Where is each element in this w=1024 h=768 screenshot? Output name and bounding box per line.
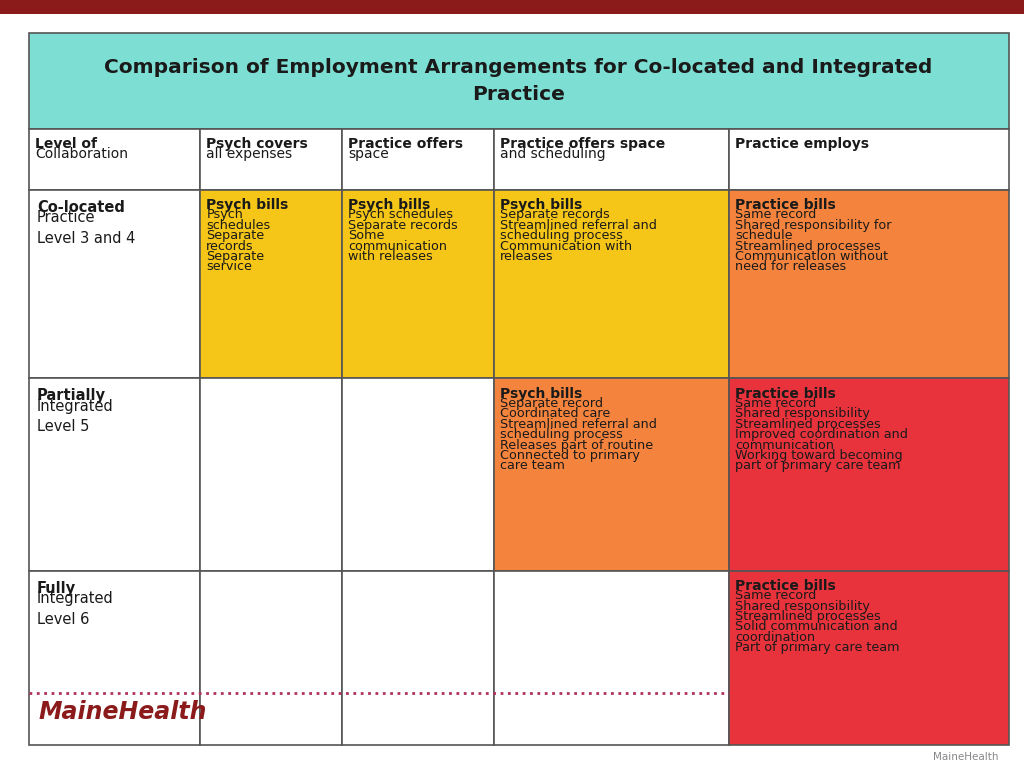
Text: Communication with: Communication with — [501, 240, 633, 253]
Text: Separate record: Separate record — [501, 397, 603, 410]
Text: Psych bills: Psych bills — [348, 198, 431, 212]
Text: service: service — [206, 260, 252, 273]
Text: Solid communication and: Solid communication and — [735, 621, 898, 634]
Text: Psych schedules: Psych schedules — [348, 208, 454, 221]
Text: Practice offers space: Practice offers space — [501, 137, 666, 151]
Text: scheduling process: scheduling process — [501, 229, 624, 242]
Text: need for releases: need for releases — [735, 260, 847, 273]
Text: Fully: Fully — [37, 581, 76, 595]
Text: Practice bills: Practice bills — [735, 198, 837, 212]
Text: Separate records: Separate records — [348, 219, 458, 232]
Text: Psych covers: Psych covers — [206, 137, 308, 151]
Text: Same record: Same record — [735, 397, 817, 410]
Bar — [29, 33, 1009, 129]
Text: Practice bills: Practice bills — [735, 387, 837, 401]
Bar — [495, 379, 729, 571]
Text: Psych bills: Psych bills — [501, 198, 583, 212]
Bar — [729, 379, 1009, 571]
Text: Same record: Same record — [735, 589, 817, 602]
Text: Psych: Psych — [206, 208, 243, 221]
Text: all expenses: all expenses — [206, 147, 293, 161]
Text: care team: care team — [501, 459, 565, 472]
Bar — [342, 571, 495, 745]
Text: releases: releases — [501, 250, 554, 263]
Bar — [729, 129, 1009, 190]
Text: Streamlined referral and: Streamlined referral and — [501, 219, 657, 232]
Bar — [29, 379, 200, 571]
Bar — [29, 571, 200, 745]
Text: with releases: with releases — [348, 250, 433, 263]
Text: Level 3 and 4: Level 3 and 4 — [37, 230, 135, 246]
Text: Level of: Level of — [35, 137, 97, 151]
Bar — [729, 190, 1009, 379]
Text: part of primary care team: part of primary care team — [735, 459, 901, 472]
Text: communication: communication — [348, 240, 447, 253]
Text: Shared responsibility for: Shared responsibility for — [735, 219, 892, 232]
Bar — [495, 571, 729, 745]
Bar — [729, 571, 1009, 745]
Text: Shared responsibility: Shared responsibility — [735, 600, 870, 613]
Text: Same record: Same record — [735, 208, 817, 221]
Text: Practice bills: Practice bills — [735, 579, 837, 593]
Text: Coordinated care: Coordinated care — [501, 408, 610, 421]
Text: coordination: coordination — [735, 631, 816, 644]
Bar — [200, 129, 342, 190]
Text: schedules: schedules — [206, 219, 270, 232]
Text: Streamlined processes: Streamlined processes — [735, 418, 882, 431]
Text: Integrated: Integrated — [37, 399, 114, 414]
Bar — [29, 190, 200, 379]
Text: MaineHealth: MaineHealth — [933, 752, 998, 762]
Bar — [342, 190, 495, 379]
Text: Part of primary care team: Part of primary care team — [735, 641, 900, 654]
Text: Some: Some — [348, 229, 385, 242]
Bar — [342, 129, 495, 190]
Text: Comparison of Employment Arrangements for Co-located and Integrated
Practice: Comparison of Employment Arrangements fo… — [104, 58, 933, 104]
Text: Practice: Practice — [37, 210, 95, 225]
Bar — [495, 190, 729, 379]
Text: Level 5: Level 5 — [37, 419, 89, 435]
Text: Separate: Separate — [206, 229, 264, 242]
Text: Practice offers: Practice offers — [348, 137, 464, 151]
Text: Level 6: Level 6 — [37, 611, 89, 627]
Text: Co-located: Co-located — [37, 200, 125, 214]
Text: Communication without: Communication without — [735, 250, 889, 263]
Bar — [29, 129, 200, 190]
Text: Separate: Separate — [206, 250, 264, 263]
Text: Streamlined processes: Streamlined processes — [735, 240, 882, 253]
Text: communication: communication — [735, 439, 835, 452]
Text: Releases part of routine: Releases part of routine — [501, 439, 653, 452]
Text: Improved coordination and: Improved coordination and — [735, 429, 908, 442]
Text: Psych bills: Psych bills — [501, 387, 583, 401]
Text: MaineHealth: MaineHealth — [39, 700, 208, 724]
Text: Streamlined referral and: Streamlined referral and — [501, 418, 657, 431]
Text: Partially: Partially — [37, 389, 105, 403]
Text: Separate records: Separate records — [501, 208, 610, 221]
Bar — [342, 379, 495, 571]
Text: Collaboration: Collaboration — [35, 147, 128, 161]
Text: Psych bills: Psych bills — [206, 198, 289, 212]
Text: scheduling process: scheduling process — [501, 429, 624, 442]
Text: Connected to primary: Connected to primary — [501, 449, 640, 462]
Bar — [200, 190, 342, 379]
Text: and scheduling: and scheduling — [501, 147, 606, 161]
Bar — [200, 379, 342, 571]
Text: schedule: schedule — [735, 229, 793, 242]
Bar — [0, 0, 1024, 14]
Text: space: space — [348, 147, 389, 161]
Bar — [495, 129, 729, 190]
Text: Integrated: Integrated — [37, 591, 114, 606]
Text: Streamlined processes: Streamlined processes — [735, 610, 882, 623]
Text: Practice employs: Practice employs — [735, 137, 869, 151]
Bar — [200, 571, 342, 745]
Text: Shared responsibility: Shared responsibility — [735, 408, 870, 421]
Text: Working toward becoming: Working toward becoming — [735, 449, 903, 462]
Text: records: records — [206, 240, 254, 253]
